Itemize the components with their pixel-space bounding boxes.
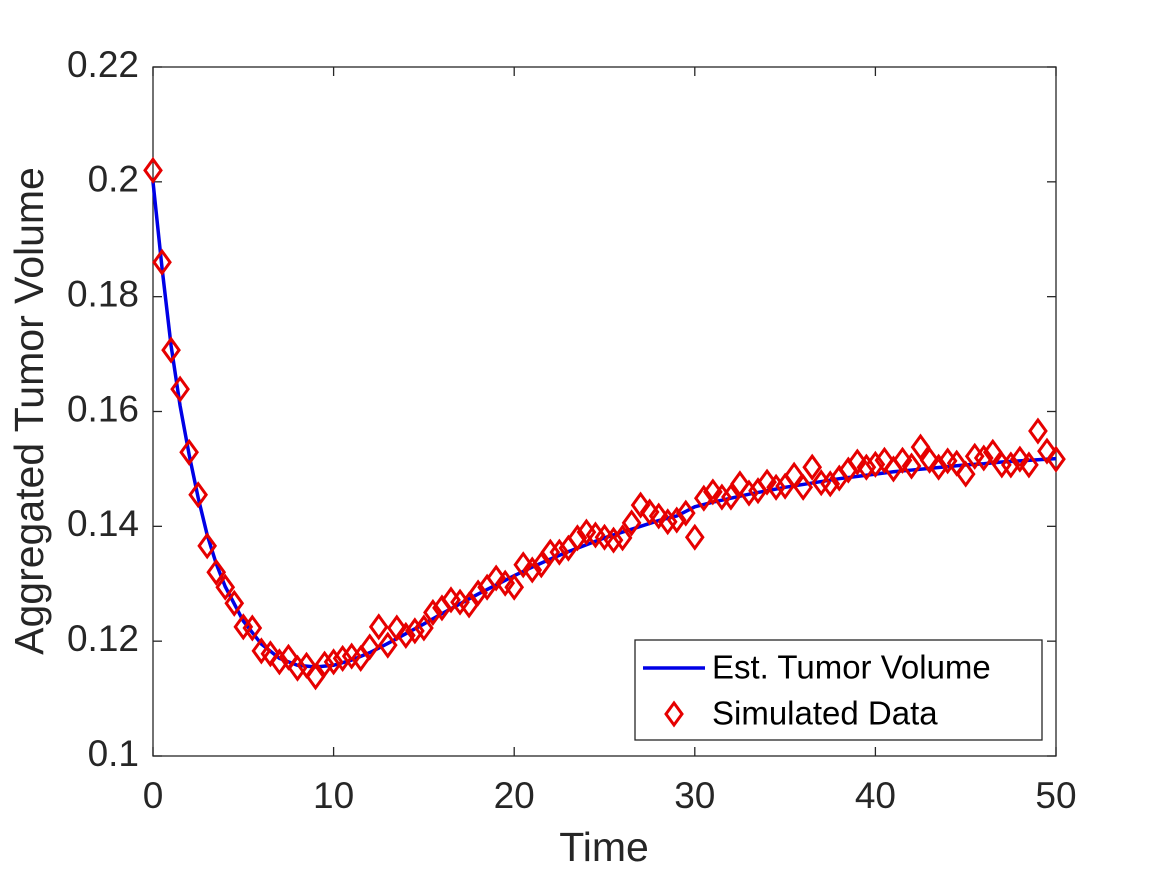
- data-point: [152, 248, 172, 276]
- data-point: [377, 631, 398, 659]
- data-point: [919, 446, 940, 474]
- data-point: [414, 614, 434, 642]
- data-point: [395, 621, 416, 649]
- y-tick-label: 0.16: [67, 388, 139, 429]
- data-point: [386, 614, 407, 642]
- data-point: [1037, 437, 1057, 465]
- data-point: [287, 654, 308, 682]
- y-tick-label: 0.1: [88, 733, 139, 774]
- data-point: [260, 640, 281, 668]
- data-point: [621, 509, 642, 537]
- data-point: [648, 502, 669, 530]
- x-tick-label: 40: [855, 775, 896, 816]
- data-point: [675, 499, 696, 527]
- x-tick-label: 30: [674, 775, 715, 816]
- data-point: [721, 483, 741, 511]
- legend-box: [634, 639, 1043, 741]
- data-point: [892, 446, 913, 474]
- data-point: [955, 460, 976, 488]
- data-point: [179, 438, 199, 466]
- data-point: [323, 648, 344, 676]
- data-point: [368, 613, 389, 641]
- data-point: [197, 532, 218, 560]
- data-point: [161, 336, 181, 364]
- y-tick-label: 0.12: [67, 618, 139, 659]
- data-point: [901, 452, 922, 480]
- data-point: [549, 538, 570, 566]
- data-point: [766, 473, 786, 501]
- data-point: [567, 524, 588, 552]
- data-point: [215, 573, 236, 601]
- data-point: [1046, 445, 1066, 473]
- data-point: [1028, 417, 1048, 445]
- data-point: [504, 573, 525, 601]
- y-tick-label: 0.2: [88, 159, 139, 200]
- data-point: [612, 524, 633, 552]
- data-point: [739, 479, 759, 507]
- data-point: [630, 491, 651, 519]
- data-point: [793, 473, 814, 501]
- x-tick-label: 0: [143, 775, 164, 816]
- data-point: [522, 556, 543, 584]
- data-point: [224, 589, 245, 617]
- data-point: [170, 375, 190, 403]
- data-point: [242, 614, 263, 642]
- data-point: [910, 433, 931, 461]
- x-tick-label: 20: [494, 775, 535, 816]
- data-point: [820, 470, 841, 498]
- data-point: [865, 450, 886, 478]
- data-point: [1019, 451, 1039, 479]
- data-point: [332, 644, 353, 672]
- x-axis-label: Time: [559, 824, 649, 870]
- data-point: [269, 648, 290, 676]
- x-tick-label: 10: [313, 775, 354, 816]
- data-point: [802, 453, 823, 481]
- data-point: [703, 478, 723, 506]
- data-point: [423, 598, 443, 627]
- x-tick-label: 50: [1035, 775, 1076, 816]
- data-point: [468, 579, 488, 607]
- legend-label: Est. Tumor Volume: [712, 649, 991, 686]
- data-point: [973, 444, 994, 472]
- data-point: [730, 470, 750, 498]
- data-point: [486, 564, 506, 592]
- y-axis-label: Aggregated Tumor Volume: [6, 167, 52, 655]
- data-point: [666, 506, 687, 534]
- data-point: [757, 468, 777, 496]
- legend-swatch: [664, 700, 684, 728]
- data-point: [928, 453, 949, 481]
- data-point: [1000, 451, 1021, 479]
- data-point: [206, 558, 227, 586]
- data-point: [693, 484, 714, 512]
- data-point: [305, 663, 326, 691]
- legend-label: Simulated Data: [712, 695, 938, 732]
- y-tick-label: 0.14: [67, 503, 139, 544]
- data-point: [603, 526, 624, 554]
- y-tick-label: 0.18: [67, 273, 139, 314]
- y-tick-label: 0.22: [67, 44, 139, 85]
- data-point: [847, 448, 868, 476]
- data-point: [657, 508, 678, 536]
- data-point: [143, 156, 163, 184]
- data-point: [513, 551, 534, 579]
- data-point: [314, 650, 335, 678]
- data-point: [405, 617, 425, 645]
- data-point: [982, 438, 1003, 466]
- data-point: [188, 481, 209, 509]
- data-point: [856, 453, 877, 481]
- data-point: [874, 446, 895, 474]
- data-point: [359, 633, 380, 661]
- data-point: [1010, 445, 1030, 473]
- data-point: [531, 551, 552, 579]
- data-point: [684, 523, 705, 551]
